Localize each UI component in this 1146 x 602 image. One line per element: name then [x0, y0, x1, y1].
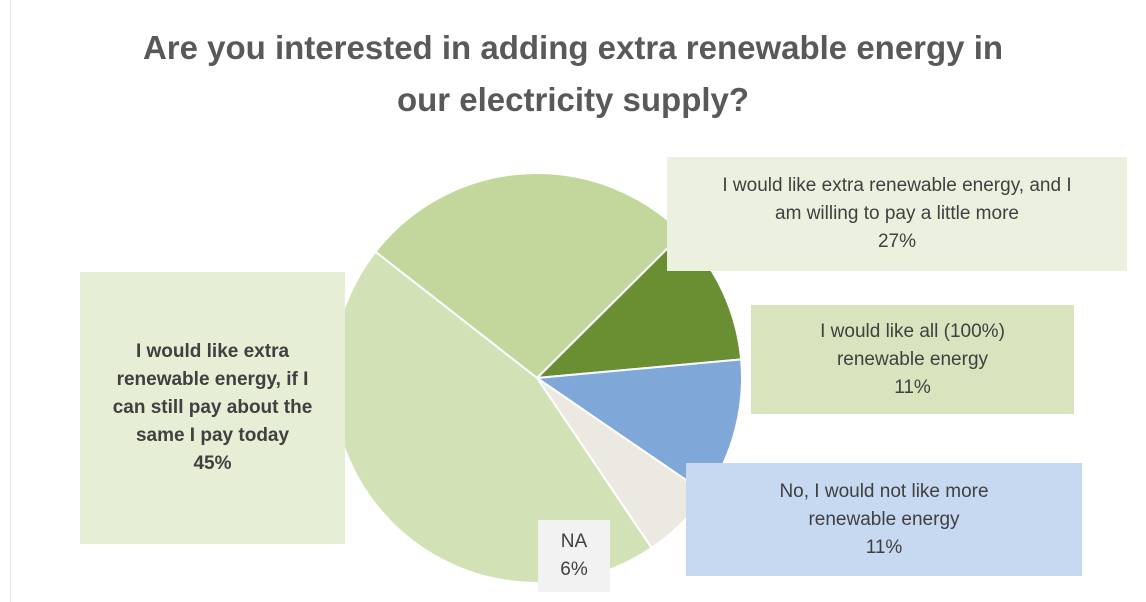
data-label-line: renewable energy, if I	[116, 369, 309, 390]
data-label-line: I would like extra	[135, 341, 290, 362]
data-label-not-more: No, I would not like more renewable energ…	[686, 463, 1082, 576]
data-label-percent: 45%	[193, 453, 232, 474]
data-label-all-100: I would like all (100%) renewable energy 1…	[751, 305, 1074, 414]
data-label-line: I would like all (100%)	[820, 320, 1005, 342]
data-label-line: I would like extra renewable energy, and…	[722, 175, 1072, 196]
data-label-percent: 6%	[560, 559, 588, 580]
data-label-line: renewable energy	[836, 348, 989, 370]
pie-slice-pay-more	[374, 172, 684, 380]
data-label-line: renewable energy	[808, 508, 960, 530]
data-label-line: same I pay today	[135, 425, 290, 446]
data-label-line: am willing to pay a little more	[775, 203, 1019, 224]
data-label-na: NA 6%	[538, 520, 610, 592]
frame-border	[10, 0, 11, 602]
chart-title-line-2: our electricity supply?	[396, 81, 750, 118]
data-label-percent: 27%	[877, 231, 917, 252]
data-label-line: can still pay about the	[112, 397, 313, 418]
data-label-same-price: I would like extra renewable energy, if I…	[80, 272, 345, 544]
data-label-percent: 11%	[894, 376, 931, 398]
chart-title: Are you interested in adding extra renew…	[0, 22, 1146, 126]
data-label-line: NA	[560, 531, 588, 552]
data-label-line: No, I would not like more	[779, 480, 989, 502]
chart-title-line-1: Are you interested in adding extra renew…	[142, 29, 1004, 66]
data-label-pay-more: I would like extra renewable energy, and…	[667, 157, 1127, 271]
data-label-percent: 11%	[865, 536, 903, 558]
